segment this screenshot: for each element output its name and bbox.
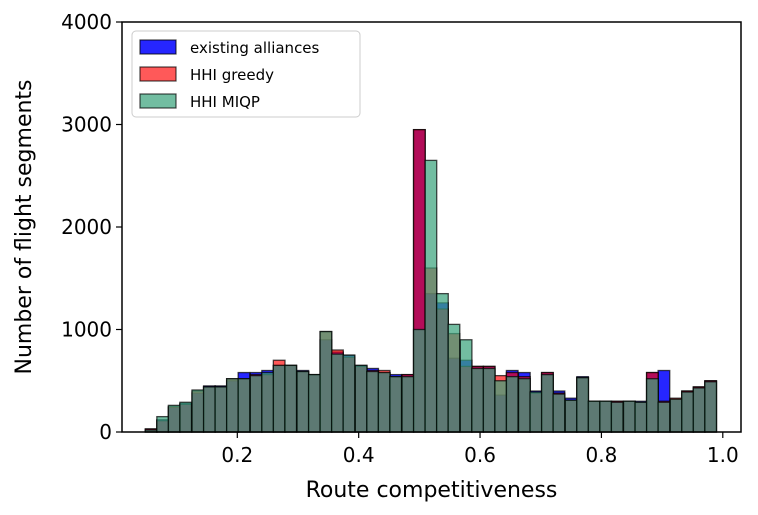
bar <box>366 370 380 433</box>
bar <box>681 391 695 433</box>
bar <box>214 386 228 433</box>
bar <box>447 323 461 433</box>
x-tick-label: 0.4 <box>343 443 375 467</box>
series-2 <box>144 159 718 433</box>
bar <box>284 364 298 433</box>
bar <box>237 378 251 433</box>
bar <box>342 354 356 433</box>
bar <box>494 380 508 433</box>
bar <box>272 364 286 433</box>
bar <box>599 400 613 433</box>
bar <box>669 398 683 433</box>
y-tick-label: 3000 <box>61 113 112 137</box>
y-tick-label: 2000 <box>61 215 112 239</box>
bar <box>459 339 473 433</box>
y-tick-label: 4000 <box>61 10 112 34</box>
bar <box>482 367 496 433</box>
bar <box>156 415 170 433</box>
bar <box>529 391 543 433</box>
y-axis-label: Number of flight segments <box>12 79 37 374</box>
x-axis-ticks: 0.2 0.4 0.6 0.8 1.0 <box>221 432 739 467</box>
bar <box>692 387 706 433</box>
legend: existing alliances HHI greedy HHI MIQP <box>131 30 361 118</box>
x-tick-label: 0.6 <box>464 443 496 467</box>
bar <box>179 401 193 433</box>
bar <box>249 374 263 433</box>
bar <box>412 328 426 433</box>
bar <box>261 371 275 433</box>
legend-label: HHI greedy <box>190 66 274 84</box>
bar <box>424 159 438 433</box>
bar <box>191 389 205 433</box>
bar <box>377 371 391 433</box>
bar <box>167 404 181 433</box>
legend-label: HHI MIQP <box>190 93 260 111</box>
bar <box>505 375 519 433</box>
bar <box>307 373 321 433</box>
bar <box>471 367 485 433</box>
bar <box>225 378 239 433</box>
bar <box>435 292 449 433</box>
bar <box>202 386 216 433</box>
bar <box>330 353 344 433</box>
x-tick-label: 0.8 <box>586 443 618 467</box>
legend-swatch <box>139 66 177 82</box>
x-tick-label: 1.0 <box>707 443 739 467</box>
bar <box>517 378 531 433</box>
bar <box>540 373 554 433</box>
histogram-bars <box>144 128 718 433</box>
bar <box>587 400 601 433</box>
y-tick-label: 1000 <box>61 318 112 342</box>
bar <box>704 381 718 433</box>
bar <box>634 401 648 433</box>
legend-swatch <box>139 93 177 109</box>
bar <box>319 330 333 433</box>
bar <box>296 370 310 433</box>
legend-box <box>131 30 361 118</box>
bar <box>610 401 624 433</box>
bar <box>657 401 671 433</box>
bar <box>645 378 659 433</box>
bar <box>576 377 590 433</box>
bar <box>552 393 566 433</box>
legend-label: existing alliances <box>190 39 320 57</box>
x-axis-label: Route competitiveness <box>306 478 558 503</box>
bar <box>564 399 578 433</box>
y-axis-ticks: 0 1000 2000 3000 4000 <box>61 10 122 444</box>
bar <box>354 364 368 433</box>
bar <box>401 375 415 433</box>
bar <box>389 375 403 433</box>
bar <box>622 400 636 433</box>
x-tick-label: 0.2 <box>221 443 253 467</box>
legend-swatch <box>139 39 177 55</box>
y-tick-label: 0 <box>99 420 112 444</box>
